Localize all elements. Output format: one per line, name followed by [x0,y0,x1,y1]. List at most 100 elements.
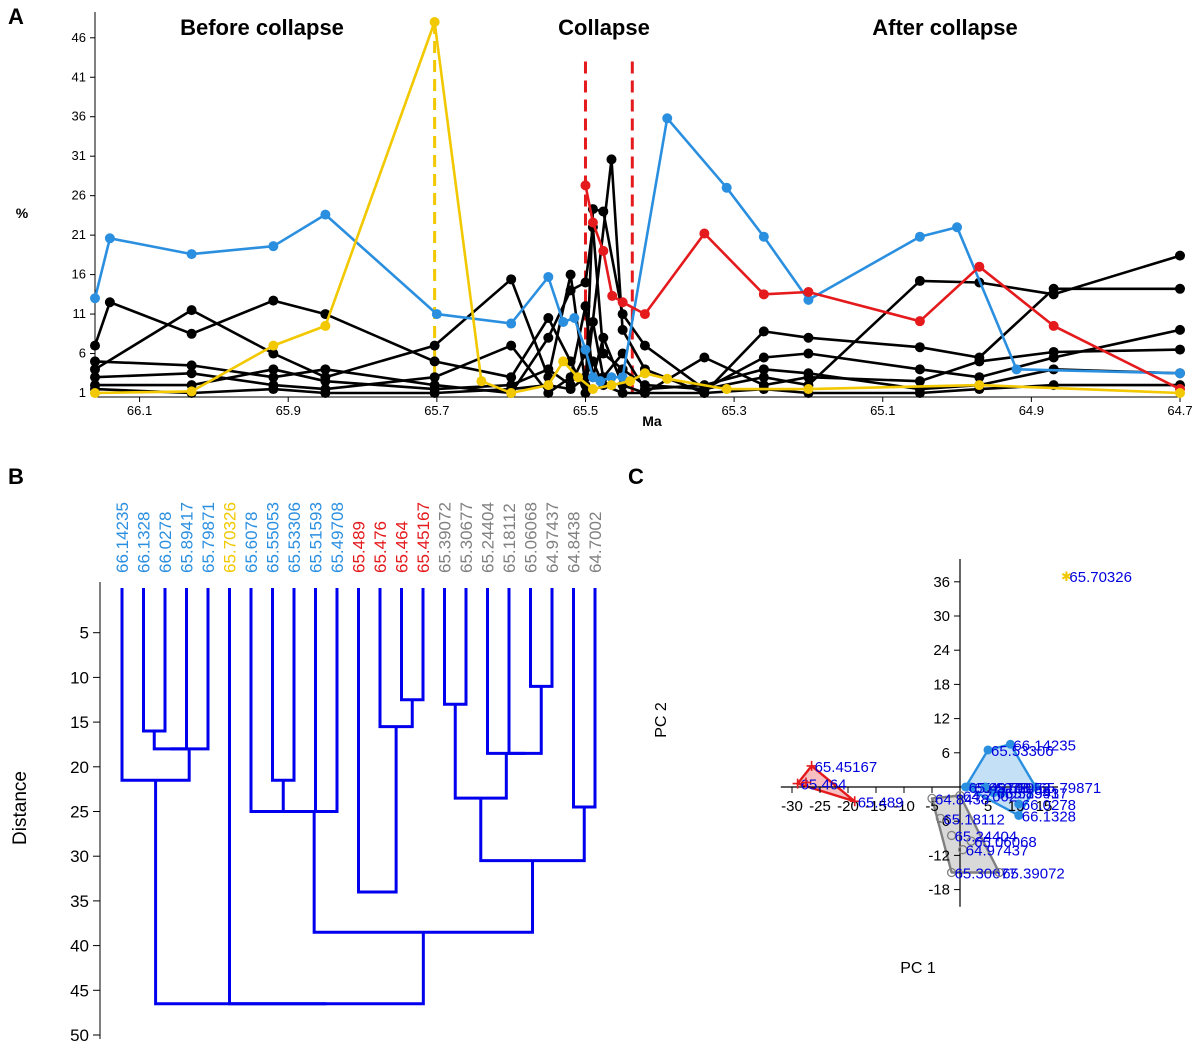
panel-b-merge-link [486,588,526,755]
panel-a-data-point [320,388,331,398]
panel-c-y-tick-label: 24 [933,642,950,659]
panel-a-y-tick-label: 21 [72,227,86,242]
panel-a-data-point [429,340,440,351]
panel-a-data-point [268,364,279,375]
panel-a-data-point [1175,250,1185,261]
panel-a-data-point [543,364,554,375]
panel-a-data-point [268,384,279,395]
panel-c-plus-marker [792,778,803,789]
panel-a-data-point [617,324,628,335]
panel-a-data-point [104,233,115,244]
panel-c-circle-marker [958,845,968,855]
panel-a-data-point [699,388,710,398]
panel-b-merge-link [312,811,535,934]
panel-a-data-point [476,376,487,387]
panel-a-data-point [565,384,576,395]
panel-a-data-point [320,376,331,387]
panel-a-data-point [662,373,673,384]
panel-a-series-0 [90,113,1185,387]
panel-b-leaf-label: 66.14235 [113,502,132,573]
panel-c-y-axis-label: PC 2 [653,702,670,738]
panel-c-circle-marker [966,836,976,846]
panel-c-dot-marker [989,788,999,798]
panel-b-y-tick-label: 5 [80,624,89,643]
panel-a-x-axis-label: Ma [642,413,662,429]
panel-a-data-point [758,352,769,363]
panel-b-merge-link [507,588,543,755]
panel-a-data-point [803,332,814,343]
panel-a-data-point [699,352,710,363]
panel-c-pca-scatter: PC 1 PC 2 -30-25-20-15-10-55101536302418… [653,559,1132,977]
panel-a-series-line [94,304,1181,395]
panel-a-series-line [93,117,1181,383]
panel-b-y-tick-label: 25 [70,803,89,822]
panel-a-data-point [543,332,554,343]
panel-a-data-point [90,372,100,383]
panel-a-data-point [803,286,814,297]
panel-c-y-tick-label: -18 [928,882,950,899]
panel-c-point-label: 65.53306 [991,743,1054,760]
panel-a-data-point [598,245,609,256]
panel-c-x-tick-label: -30 [781,798,803,815]
panel-c-y-tick-label: 18 [933,676,950,693]
panel-a-y-tick-label: 46 [72,30,86,45]
panel-a-data-point [558,316,569,327]
panel-c-dot-marker [1005,739,1015,749]
panel-c-y-tick-label: 30 [933,608,950,625]
panel-a-data-point [573,372,584,383]
panel-c-y-tick-label: 36 [933,574,950,591]
panel-a-data-point [268,348,279,359]
panel-b-leaf-label: 65.49708 [328,502,347,573]
panel-c-circle-marker [935,813,946,823]
panel-a-data-point [429,17,440,27]
panel-a-series-4 [90,154,1185,398]
panel-b-y-tick-label: 10 [70,668,89,687]
panel-a-x-tick-label: 65.9 [276,403,301,418]
panel-c-y-tick-label: 6 [942,745,950,762]
panel-b-y-tick-label: 45 [70,981,89,1000]
panel-a-data-point [803,368,814,379]
panel-a-x-tick-label: 65.5 [573,403,598,418]
panel-a-data-point [587,217,598,228]
panel-a-data-point [595,376,606,387]
panel-c-point-label: 66.14235 [1013,737,1076,754]
panel-a-y-tick-label: 6 [79,346,86,361]
panel-a-data-point [1175,344,1185,355]
panel-a-data-point [186,305,197,316]
panel-a-data-point [543,271,554,282]
panel-a-data-point [90,388,100,398]
panel-b-leaf-label: 64.97437 [543,502,562,573]
panel-c-x-tick-label: 15 [1036,798,1053,815]
panel-b-merge-link [291,588,339,813]
panel-a-data-point [914,376,925,387]
panel-a-x-tick-label: 64.7 [1167,403,1192,418]
panel-a-data-point [1048,320,1059,331]
panel-c-x-tick-label: -10 [893,798,915,815]
panel-a-data-point [758,364,769,375]
panel-b-merge-link [529,588,554,688]
panel-a-data-point [506,388,517,398]
panel-c-dot-marker [1014,799,1024,809]
panel-a-data-point [974,380,985,391]
panel-a-data-point [914,388,925,398]
panel-a-data-point [758,289,769,300]
panel-c-x-tick-label: -15 [865,798,887,815]
panel-a-y-tick-label: 1 [79,385,86,400]
panel-a-data-point [639,368,650,379]
panel-a-data-point [1175,388,1185,398]
panel-a-x-tick-label: 65.7 [424,403,449,418]
panel-a-y-tick-label: 16 [72,267,86,282]
panel-b-merge-link [267,588,317,813]
panel-b-merge-link [479,798,586,863]
panel-c-point-label: 65.49708 [969,780,1032,797]
panel-a-data-point [1175,324,1185,335]
panel-c-point-label: 66.1328 [1022,809,1076,826]
panel-c-circle-marker [994,867,1004,878]
panel-a-data-point [974,372,985,383]
panel-a-reference-lines [433,22,634,393]
panel-b-merge-link [572,588,597,809]
panel-a-data-point [565,285,576,296]
panel-a-data-point [506,340,517,351]
panel-b-leaf-label: 66.1328 [135,512,154,573]
panel-a-x-tick-label: 66.1 [127,403,152,418]
